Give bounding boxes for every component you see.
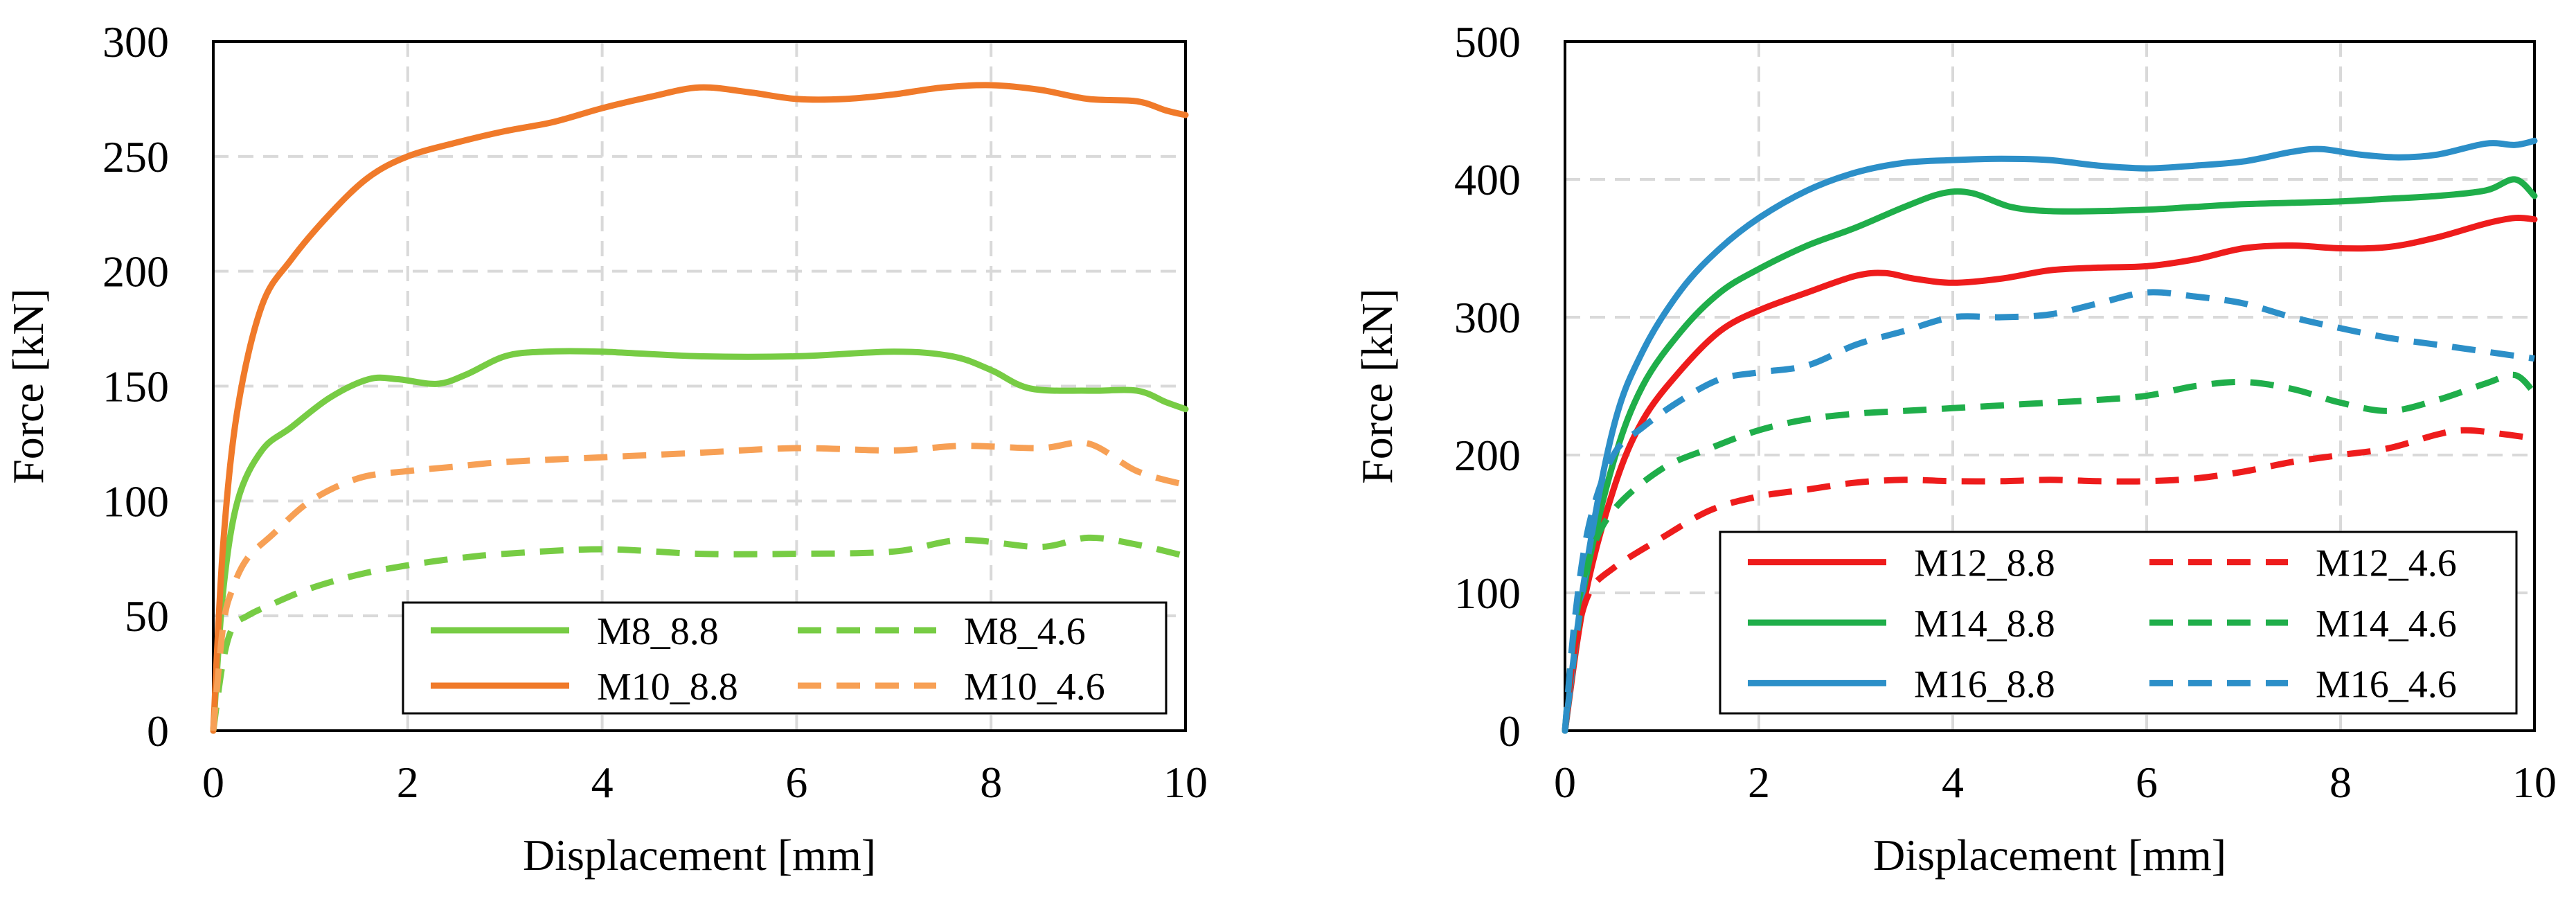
series-line-m16-4-6 [1562, 289, 2535, 731]
chart-left-y-tick-label: 50 [125, 591, 169, 641]
chart-right-y-axis-label: Force [kN] [1352, 288, 1402, 484]
chart-left-x-tick-label: 0 [202, 758, 224, 807]
chart-right-y-tick-label: 200 [1454, 431, 1521, 480]
chart-right-x-tick-label: 4 [1942, 758, 1964, 807]
chart-left-x-tick-label: 8 [980, 758, 1002, 807]
legend-label-m16-4-6: M16_4.6 [2316, 663, 2457, 706]
chart-left-y-tick-label: 0 [147, 706, 169, 756]
series-line-m10-4-6 [210, 439, 1187, 731]
chart-right-x-tick-label: 6 [2136, 758, 2158, 807]
chart-right-plot-frame [1564, 40, 2536, 732]
series-line-m12-4-6 [1562, 427, 2535, 731]
chart-left-y-tick-label: 250 [102, 132, 169, 181]
series-line-m8-4-6 [210, 534, 1187, 731]
chart-left-legend: M8_8.8 M10_8.8 M8_4.6 M10_4.6 [402, 601, 1168, 715]
chart-left-x-tick-label: 2 [397, 758, 419, 807]
legend-label-m14-4-6: M14_4.6 [2316, 603, 2457, 646]
legend-label-m10-8-8: M10_8.8 [597, 666, 738, 709]
series-line-m8-8-8 [210, 348, 1189, 734]
series-line-m14-4-6 [1562, 371, 2537, 731]
legend-label-m16-8-8: M16_8.8 [1914, 663, 2055, 706]
chart-left-series [210, 82, 1189, 734]
chart-left-y-axis-label: Force [kN] [3, 288, 53, 484]
chart-left-legend-box [402, 601, 1168, 715]
series-line-m16-8-8 [1562, 137, 2538, 734]
chart-right-x-axis-label: Displacement [mm] [1873, 830, 2226, 880]
chart-right-series [1562, 137, 2538, 734]
legend-label-m10-4-6: M10_4.6 [964, 666, 1105, 709]
chart-left-y-tick-label: 150 [102, 362, 169, 411]
series-line-m12-8-8 [1562, 214, 2538, 734]
chart-left-x-tick-label: 4 [591, 758, 614, 807]
chart-right-x-tick-label: 0 [1554, 758, 1576, 807]
chart-right-y-tick-label: 100 [1454, 569, 1521, 618]
chart-left-x-axis-label: Displacement [mm] [523, 830, 876, 880]
chart-right-y-tick-label: 0 [1499, 706, 1521, 756]
chart-left-y-tick-label: 100 [102, 477, 169, 526]
chart-left-y-tick-label: 300 [102, 17, 169, 66]
chart-right-y-tick-label: 400 [1454, 155, 1521, 204]
legend-label-m14-8-8: M14_8.8 [1914, 603, 2055, 646]
chart-right-legend: M12_8.8 M14_8.8 M16_8.8 M12_4.6 M14_4.6 M16_4… [1719, 531, 2518, 715]
chart-right-x-tick-label: 2 [1748, 758, 1770, 807]
chart-left-x-tick-label: 10 [1163, 758, 1208, 807]
chart-right-x-tick-label: 10 [2512, 758, 2557, 807]
chart-left-plot-frame [212, 40, 1187, 732]
chart-right-y-tick-label: 300 [1454, 293, 1521, 342]
legend-label-m12-8-8: M12_8.8 [1914, 542, 2055, 585]
legend-label-m8-4-6: M8_4.6 [964, 610, 1086, 653]
chart-left-x-tick-label: 6 [785, 758, 807, 807]
chart-left-y-tick-label: 200 [102, 247, 169, 296]
chart-right-y-tick-label: 500 [1454, 17, 1521, 66]
series-line-m14-8-8 [1562, 176, 2538, 734]
legend-label-m12-4-6: M12_4.6 [2316, 542, 2457, 585]
legend-label-m8-8-8: M8_8.8 [597, 610, 719, 653]
chart-right-x-tick-label: 8 [2329, 758, 2352, 807]
series-line-m10-8-8 [210, 82, 1189, 734]
